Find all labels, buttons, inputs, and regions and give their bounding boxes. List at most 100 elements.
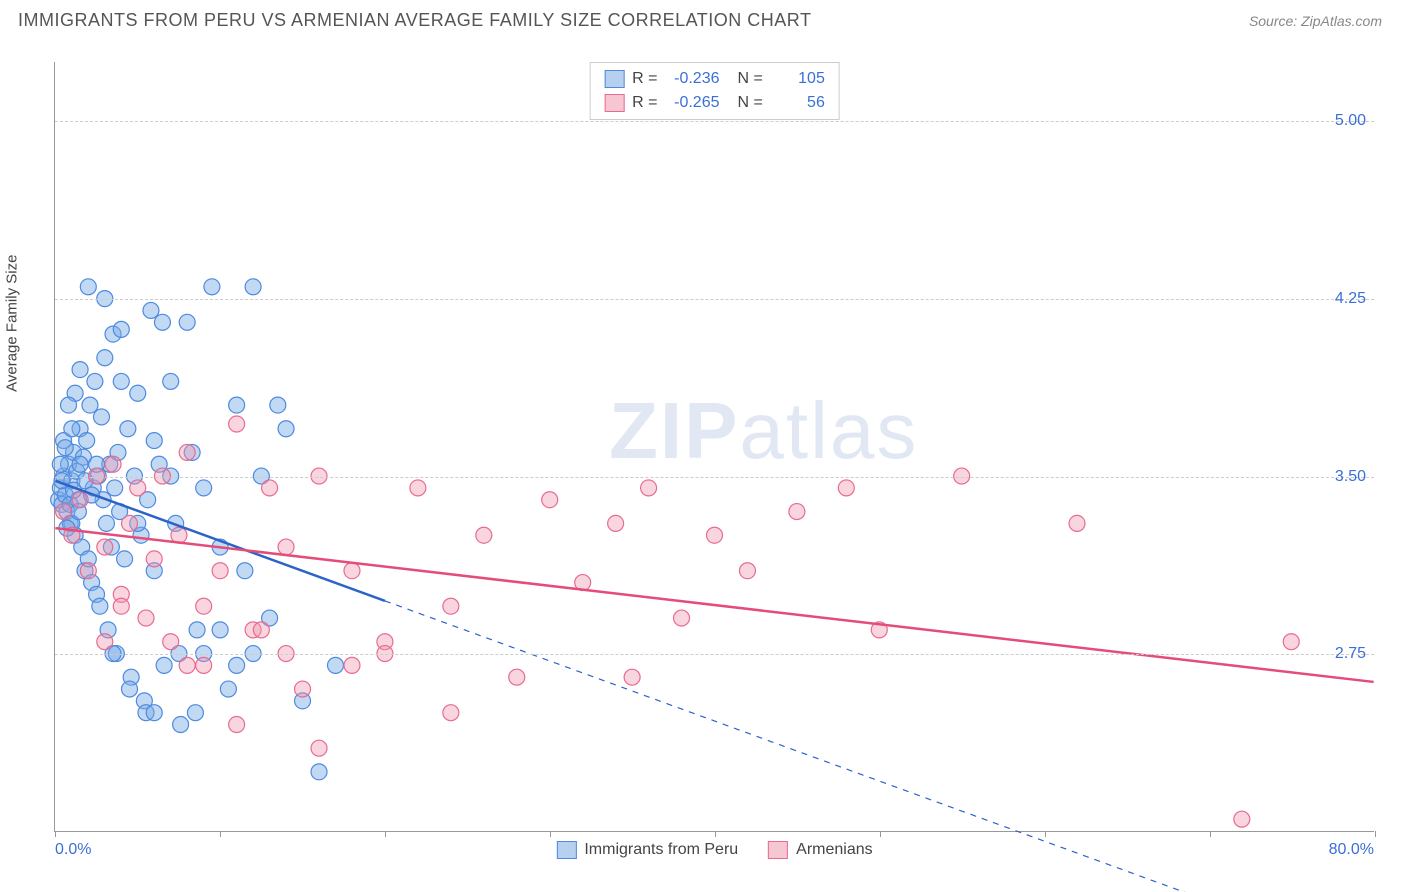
legend-label: Armenians <box>796 841 872 859</box>
data-point <box>344 563 360 579</box>
y-tick-label: 5.00 <box>1335 112 1366 130</box>
legend-item: Armenians <box>768 841 872 859</box>
x-tick <box>55 831 56 837</box>
data-point <box>295 681 311 697</box>
data-point <box>311 740 327 756</box>
data-point <box>1234 811 1250 827</box>
gridline <box>55 477 1374 478</box>
data-point <box>113 321 129 337</box>
gridline <box>55 654 1374 655</box>
x-axis-max-label: 80.0% <box>1329 841 1374 859</box>
data-point <box>410 480 426 496</box>
data-point <box>80 279 96 295</box>
data-point <box>120 421 136 437</box>
y-axis-label: Average Family Size <box>4 255 21 392</box>
data-point <box>56 504 72 520</box>
data-point <box>113 598 129 614</box>
x-tick <box>715 831 716 837</box>
data-point <box>82 397 98 413</box>
data-point <box>97 539 113 555</box>
data-point <box>739 563 755 579</box>
x-tick <box>220 831 221 837</box>
data-point <box>196 657 212 673</box>
data-point <box>87 373 103 389</box>
data-point <box>789 504 805 520</box>
source-label: Source: ZipAtlas.com <box>1249 13 1382 29</box>
data-point <box>187 705 203 721</box>
x-tick <box>385 831 386 837</box>
data-point <box>443 598 459 614</box>
data-point <box>163 634 179 650</box>
x-axis-min-label: 0.0% <box>55 841 91 859</box>
data-point <box>278 539 294 555</box>
data-point <box>542 492 558 508</box>
gridline <box>55 299 1374 300</box>
data-point <box>204 279 220 295</box>
data-point <box>52 456 68 472</box>
data-point <box>245 279 261 295</box>
legend-swatch <box>768 841 788 859</box>
data-point <box>72 456 88 472</box>
data-point <box>94 409 110 425</box>
x-tick <box>550 831 551 837</box>
data-point <box>1283 634 1299 650</box>
data-point <box>173 717 189 733</box>
series-legend: Immigrants from Peru Armenians <box>556 841 872 859</box>
y-tick-label: 2.75 <box>1335 645 1366 663</box>
gridline <box>55 121 1374 122</box>
data-point <box>1069 515 1085 531</box>
plot-area: ZIPatlas R =-0.236N =105R =-0.265N =56 0… <box>54 62 1374 832</box>
data-point <box>156 657 172 673</box>
x-tick <box>1210 831 1211 837</box>
data-point <box>328 657 344 673</box>
data-point <box>838 480 854 496</box>
data-point <box>107 480 123 496</box>
data-point <box>61 397 77 413</box>
data-point <box>143 302 159 318</box>
chart-container: Average Family Size ZIPatlas R =-0.236N … <box>18 42 1388 862</box>
data-point <box>130 385 146 401</box>
data-point <box>146 551 162 567</box>
data-point <box>122 515 138 531</box>
data-point <box>344 657 360 673</box>
data-point <box>608 515 624 531</box>
data-point <box>122 681 138 697</box>
y-tick-label: 4.25 <box>1335 290 1366 308</box>
chart-title: IMMIGRANTS FROM PERU VS ARMENIAN AVERAGE… <box>18 10 811 31</box>
data-point <box>229 397 245 413</box>
data-point <box>220 681 236 697</box>
data-point <box>229 657 245 673</box>
data-point <box>117 551 133 567</box>
data-point <box>98 515 114 531</box>
data-point <box>163 373 179 389</box>
data-point <box>64 421 80 437</box>
data-point <box>146 705 162 721</box>
data-point <box>113 373 129 389</box>
data-point <box>253 622 269 638</box>
data-point <box>57 440 73 456</box>
data-point <box>179 444 195 460</box>
data-point <box>674 610 690 626</box>
data-point <box>278 421 294 437</box>
data-point <box>476 527 492 543</box>
data-point <box>212 563 228 579</box>
data-point <box>189 622 205 638</box>
scatter-svg <box>55 62 1374 831</box>
data-point <box>270 397 286 413</box>
data-point <box>105 456 121 472</box>
data-point <box>97 350 113 366</box>
data-point <box>641 480 657 496</box>
data-point <box>196 598 212 614</box>
data-point <box>138 610 154 626</box>
legend-item: Immigrants from Peru <box>556 841 738 859</box>
data-point <box>179 314 195 330</box>
data-point <box>707 527 723 543</box>
data-point <box>154 314 170 330</box>
data-point <box>130 480 146 496</box>
data-point <box>212 622 228 638</box>
data-point <box>443 705 459 721</box>
data-point <box>229 416 245 432</box>
data-point <box>80 563 96 579</box>
data-point <box>229 717 245 733</box>
data-point <box>97 634 113 650</box>
